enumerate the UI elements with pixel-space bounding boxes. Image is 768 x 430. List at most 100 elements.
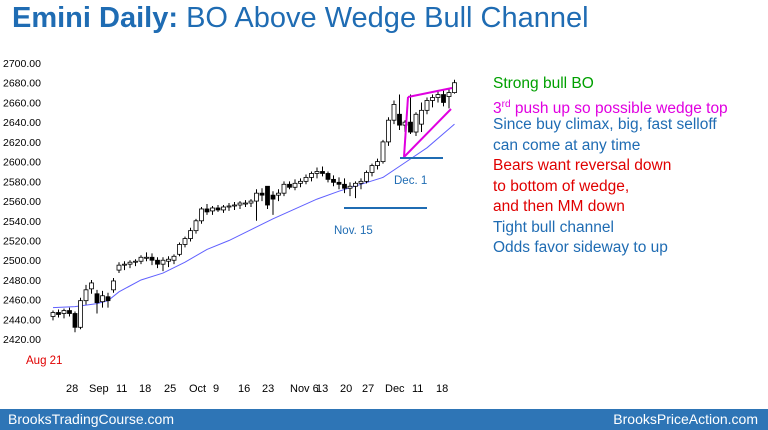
x-tick-label: 28 (66, 383, 78, 395)
candle-body (364, 172, 369, 182)
candle-body (380, 141, 386, 163)
candle-body (221, 206, 226, 211)
candle-body (204, 208, 210, 213)
candle-body (435, 94, 441, 98)
candle-body (61, 310, 67, 314)
annotation-superscript: rd (501, 98, 511, 110)
candle-body (331, 178, 336, 183)
y-tick-label: 2600.00 (3, 157, 41, 169)
candle-body (144, 256, 149, 259)
candle-body (138, 256, 144, 262)
candle-body (100, 295, 105, 303)
annotation-line: Bears want reversal down (493, 156, 671, 176)
y-tick-label: 2580.00 (3, 176, 41, 188)
candle-body (94, 293, 100, 304)
candle-body (182, 238, 188, 245)
candle-body (259, 192, 265, 196)
y-tick-label: 2520.00 (3, 236, 41, 248)
candle-body (188, 230, 193, 239)
annotation-text: 3 (493, 99, 502, 117)
annotation-text-rest: push up so possible wedge top (510, 99, 728, 117)
y-tick-label: 2560.00 (3, 196, 41, 208)
page-title: Emini Daily: BO Above Wedge Bull Channel (12, 2, 589, 35)
candle-body (287, 183, 292, 188)
footer-right-link[interactable]: BrooksPriceAction.com (613, 411, 758, 427)
x-tick-label: Dec (385, 383, 405, 395)
annotation-line: 3rd push up so possible wedge top (493, 95, 728, 119)
annotation-text: Tight bull channel (493, 218, 614, 236)
candle-body (369, 165, 375, 173)
x-tick-label: Oct (189, 383, 206, 395)
footer-left-link[interactable]: BrooksTradingCourse.com (8, 411, 174, 427)
x-tick-label: 13 (316, 383, 328, 395)
candle-body (56, 312, 61, 315)
y-tick-label: 2500.00 (3, 255, 41, 267)
candle-body (413, 113, 419, 133)
candle-body (133, 260, 138, 263)
x-tick-label: 11 (116, 383, 127, 395)
candle-body (358, 180, 364, 184)
candle-body (89, 282, 94, 290)
candle-body (298, 180, 303, 184)
y-tick-label: 2660.00 (3, 97, 41, 109)
candle-body (276, 192, 281, 196)
y-tick-label: 2460.00 (3, 295, 41, 307)
candle-body (237, 202, 243, 206)
annotation-text: and then MM down (493, 198, 625, 215)
candle-body (424, 100, 430, 111)
candle-body (320, 171, 325, 174)
x-tick-label: Nov 6 (290, 383, 319, 395)
annotation-text: Bears want reversal down (493, 157, 672, 174)
x-tick-label: 25 (164, 383, 176, 395)
candle-body (353, 182, 358, 187)
candle-body (171, 255, 177, 261)
candle-body (342, 183, 347, 189)
x-tick-label: 16 (238, 383, 250, 395)
y-tick-label: 2620.00 (3, 137, 41, 149)
candle-body (452, 82, 457, 93)
annotation-text: Since buy climax, big, fast selloff (493, 116, 717, 133)
candle-body (78, 300, 83, 328)
candle-body (347, 185, 353, 189)
candle-body (325, 173, 331, 180)
aug21-label: Aug 21 (26, 355, 62, 367)
annotation-text: Strong bull BO (493, 75, 594, 92)
candle-body (292, 182, 298, 188)
candle-body (375, 161, 380, 166)
annotation-line: Since buy climax, big, fast selloff (493, 115, 717, 135)
candle-body (155, 259, 160, 265)
candle-body (336, 181, 342, 185)
x-tick-label: 20 (340, 383, 352, 395)
annotation-line: Tight bull channel (493, 218, 614, 238)
y-tick-label: 2480.00 (3, 275, 41, 287)
wedge-bottom-line (403, 108, 452, 158)
annotation-line: Strong bull BO (493, 74, 594, 94)
x-tick-label: 11 (412, 383, 423, 395)
annotation-text: Odds favor sideway to up (493, 239, 668, 256)
candle-body (149, 256, 155, 261)
candle-body (127, 261, 133, 265)
x-tick-label: 23 (262, 383, 274, 395)
candle-body (72, 313, 78, 328)
candle-body (281, 183, 287, 194)
annotation-line: to bottom of wedge, (493, 177, 629, 197)
candle-body (303, 176, 309, 182)
candle-body (265, 185, 270, 206)
candle-body (193, 220, 199, 232)
candle-body (116, 264, 122, 271)
title-rest: BO Above Wedge Bull Channel (186, 2, 589, 34)
candle-body (408, 121, 413, 133)
candle-body (446, 92, 452, 97)
candle-body (199, 208, 204, 222)
candle-body (441, 94, 446, 103)
candle-body (243, 202, 248, 205)
candle-body (215, 207, 221, 211)
candle-body (391, 104, 397, 121)
annotation-line: and then MM down (493, 197, 625, 217)
candle-body (309, 173, 314, 178)
y-tick-label: 2540.00 (3, 216, 41, 228)
y-tick-label: 2640.00 (3, 117, 41, 129)
annotation-text: to bottom of wedge, (493, 177, 630, 195)
wedge-line (403, 96, 409, 158)
candle-body (397, 113, 402, 126)
